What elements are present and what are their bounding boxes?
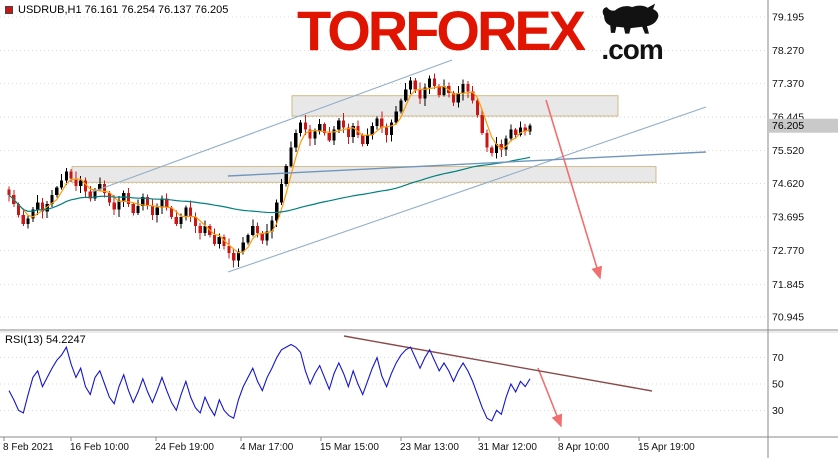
time-axis-label: 15 Apr 19:00 [638, 442, 695, 453]
price-axis-label: 72.770 [772, 245, 804, 257]
rsi-axis-label: 30 [772, 405, 784, 417]
time-axis-label: 16 Feb 10:00 [70, 442, 129, 453]
price-axis-label: 75.520 [772, 145, 804, 157]
sr-zones [71, 95, 657, 183]
candles [7, 73, 532, 268]
time-axis-label: 31 Mar 12:00 [478, 442, 537, 453]
time-axis-labels: 8 Feb 2021 16 Feb 10:00 24 Feb 19:00 4 Mar … [3, 437, 695, 453]
trendlines [91, 59, 707, 273]
rsi-axis-label: 70 [772, 352, 784, 364]
price-axis-label: 74.620 [772, 178, 804, 190]
current-price-value: 76.205 [772, 120, 804, 132]
price-axis-labels: 79.19578.27077.37076.44575.52074.62073.6… [772, 12, 804, 324]
ma-slow-line [8, 156, 531, 214]
current-price-tag: 76.205 [769, 118, 838, 133]
channel-lower [227, 106, 707, 273]
price-axis-label: 71.845 [772, 279, 804, 291]
symbol-title: USDRUB,H1 76.161 76.254 76.137 76.205 [5, 4, 228, 16]
symbol-marker-icon [5, 6, 13, 14]
rsi-trendline [343, 335, 653, 392]
rsi-line [8, 343, 531, 422]
rsi-axis-label: 50 [772, 379, 784, 391]
rsi-forecast-down-arrow [537, 367, 563, 428]
time-axis-label: 8 Feb 2021 [3, 442, 54, 453]
rsi-axis-labels: 70 50 30 [772, 352, 784, 417]
time-axis-label: 24 Feb 19:00 [155, 442, 214, 453]
channel-upper [91, 59, 453, 193]
price-axis-label: 79.195 [772, 12, 804, 24]
price-axis-label: 78.270 [772, 45, 804, 57]
time-axis-label: 8 Apr 10:00 [558, 442, 610, 453]
time-axis-label: 4 Mar 17:00 [240, 442, 294, 453]
support-line [227, 151, 707, 177]
price-axis-label: 77.370 [772, 78, 804, 90]
forecast-arrows [537, 99, 603, 428]
grid-lines [0, 16, 768, 411]
price-axis-label: 70.945 [772, 311, 804, 323]
rsi-indicator-label: RSI(13) 54.2247 [5, 334, 86, 346]
price-forecast-down-arrow [545, 99, 603, 280]
time-axis-label: 15 Mar 15:00 [320, 442, 379, 453]
time-axis-label: 23 Mar 13:00 [400, 442, 459, 453]
symbol-ohlc-text: USDRUB,H1 76.161 76.254 76.137 76.205 [18, 4, 229, 16]
price-axis-label: 73.695 [772, 211, 804, 223]
